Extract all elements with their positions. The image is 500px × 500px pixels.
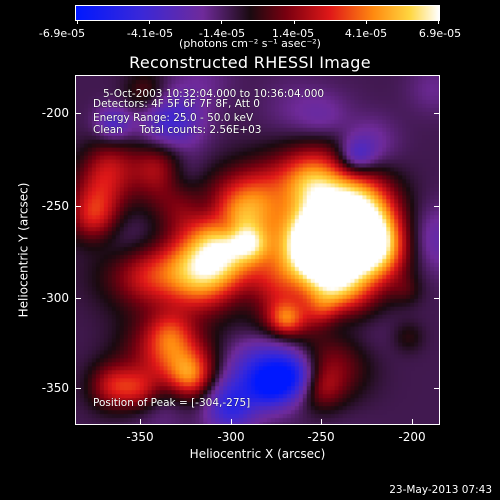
colorbar-tick-label: 6.9e-05 <box>418 27 462 40</box>
colorbar-gradient <box>76 6 439 20</box>
x-tick-label: -200 <box>398 430 426 444</box>
y-tick-label: -350 <box>41 381 69 395</box>
colorbar-tick-label: 1.4e-05 <box>271 27 315 40</box>
colorbar-tick-label: 4.1e-05 <box>344 27 388 40</box>
colorbar <box>75 5 440 21</box>
image-plot-area: 5-Oct-2003 10:32:04.000 to 10:36:04.000 … <box>75 75 440 425</box>
x-tick-label: -300 <box>217 430 245 444</box>
energy-range-text: Energy Range: 25.0 - 50.0 keV <box>93 112 254 124</box>
x-tick-label: -350 <box>126 430 154 444</box>
plot-title: Reconstructed RHESSI Image <box>129 53 371 72</box>
y-tick-label: -200 <box>41 106 69 120</box>
colorbar-tick-label: -6.9e-05 <box>38 27 86 40</box>
time-range-text: 5-Oct-2003 10:32:04.000 to 10:36:04.000 <box>103 88 325 100</box>
x-tick-label: -250 <box>307 430 335 444</box>
y-tick-label: -250 <box>41 199 69 213</box>
clean-counts-text: Clean Total counts: 2.56E+03 <box>93 124 262 136</box>
detectors-text: Detectors: 4F 5F 6F 7F 8F, Att 0 <box>93 98 260 110</box>
y-tick-label: -300 <box>41 291 69 305</box>
colorbar-tick-label: -4.1e-05 <box>126 27 174 40</box>
y-axis-label: Heliocentric Y (arcsec) <box>16 182 31 318</box>
colorbar-tick-label: -1.4e-05 <box>198 27 246 40</box>
x-axis-label: Heliocentric X (arcsec) <box>189 447 326 461</box>
peak-position-text: Position of Peak = [-304,-275] <box>93 397 251 409</box>
colorbar-units: (photons cm⁻² s⁻¹ asec⁻²) <box>179 37 321 50</box>
heatmap-image <box>76 76 439 424</box>
footer-date-stamp: 23-May-2013 07:43 <box>389 484 492 496</box>
